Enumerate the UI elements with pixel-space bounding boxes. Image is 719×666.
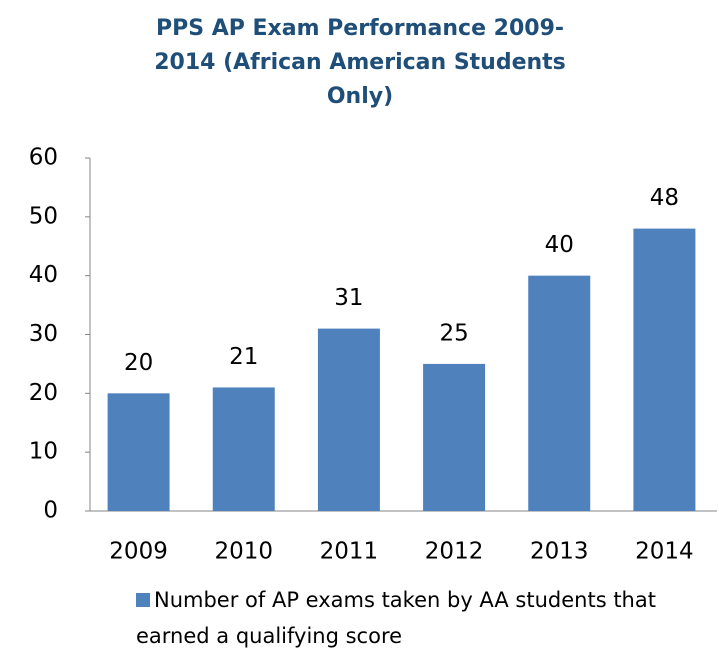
bar bbox=[107, 393, 170, 511]
x-tick-label: 2011 bbox=[320, 539, 379, 565]
y-tick-label: 40 bbox=[29, 262, 58, 288]
chart-title: PPS AP Exam Performance 2009-2014 (Afric… bbox=[154, 16, 566, 109]
legend-label: Number of AP exams taken by AA students … bbox=[136, 588, 656, 648]
bar bbox=[317, 328, 380, 511]
x-tick-label: 2012 bbox=[425, 539, 484, 565]
x-tick-label: 2010 bbox=[214, 539, 273, 565]
y-tick-label: 30 bbox=[29, 321, 58, 347]
y-tick-label: 50 bbox=[29, 203, 58, 229]
data-label: 48 bbox=[650, 185, 679, 211]
y-tick-label: 0 bbox=[43, 498, 58, 524]
plot: 0 10 20 30 40 50 60 2009 20 2010 21 2011 31 2012 25 201… bbox=[29, 145, 717, 565]
bar bbox=[528, 275, 591, 511]
x-tick-label: 2013 bbox=[530, 539, 589, 565]
data-label: 20 bbox=[124, 350, 153, 376]
bar bbox=[423, 363, 486, 511]
data-label: 25 bbox=[439, 320, 468, 346]
data-label: 31 bbox=[334, 285, 363, 311]
y-tick-label: 10 bbox=[29, 439, 58, 465]
legend-swatch bbox=[136, 593, 150, 607]
data-label: 40 bbox=[545, 232, 574, 258]
y-tick-label: 20 bbox=[29, 380, 58, 406]
x-tick-label: 2014 bbox=[635, 539, 694, 565]
bar bbox=[212, 387, 275, 511]
bar bbox=[633, 228, 696, 511]
y-tick-label: 60 bbox=[29, 145, 58, 171]
x-tick-label: 2009 bbox=[109, 539, 168, 565]
data-label: 21 bbox=[229, 344, 258, 370]
legend: Number of AP exams taken by AA students … bbox=[136, 582, 706, 654]
